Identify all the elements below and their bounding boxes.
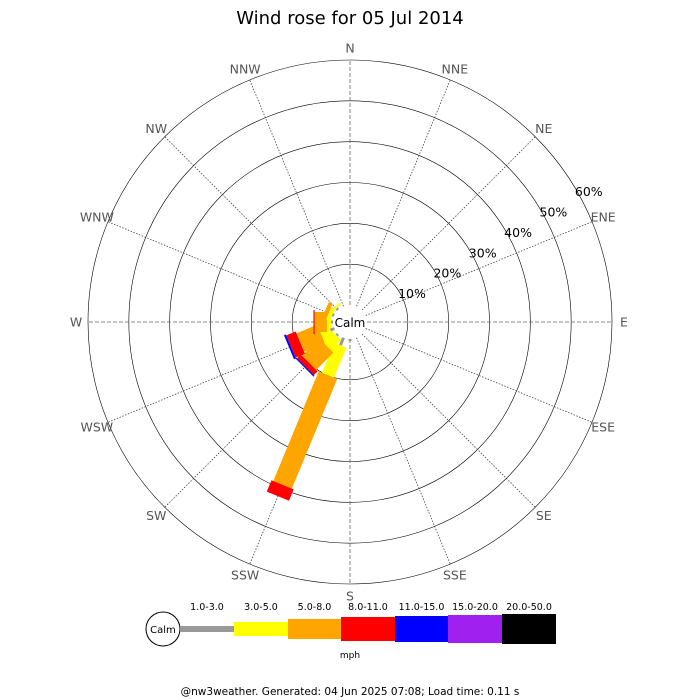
wind-bar-segment <box>313 310 315 334</box>
wind-bar-segment <box>266 480 294 501</box>
direction-label: WSW <box>81 419 114 434</box>
direction-label: W <box>70 315 82 330</box>
wind-bar-segment <box>331 320 333 324</box>
legend-swatch <box>234 622 288 636</box>
wind-bar-segment <box>295 357 315 377</box>
calm-circle <box>333 305 367 339</box>
calm-label: Calm <box>335 316 366 330</box>
radial-tick-label: 60% <box>575 184 603 199</box>
chart-title: Wind rose for 05 Jul 2014 <box>236 8 464 29</box>
direction-label: NW <box>145 121 167 136</box>
grid-circle <box>291 263 409 381</box>
axis-labels: N NNE NE ENE E ESE SE SSE S SSW SW WSW W WNW NW NNW 10% 2… <box>70 41 628 604</box>
calm-center: Calm <box>333 305 367 339</box>
direction-label: SW <box>146 508 166 523</box>
wind-bar-segment <box>335 333 339 337</box>
spoke-line <box>249 79 344 307</box>
direction-label: SE <box>536 508 552 523</box>
direction-label: WNW <box>80 210 114 225</box>
wind-bar-segment <box>321 330 342 351</box>
legend-bin-label: 11.0-15.0 <box>399 602 445 613</box>
direction-label: SSW <box>231 568 259 583</box>
wind-bar-segment <box>330 302 342 314</box>
legend-swatch <box>341 617 395 641</box>
legend-swatch <box>448 615 502 643</box>
spoke-line <box>107 328 335 423</box>
direction-label: S <box>346 589 354 604</box>
radial-grid <box>87 59 613 585</box>
spoke-line <box>365 221 593 316</box>
radial-tick-label: 40% <box>504 225 532 240</box>
wind-bar-segment <box>284 334 296 360</box>
legend-swatch <box>180 626 234 632</box>
wind-bar-segment <box>348 339 352 341</box>
legend-bin-label: 1.0-3.0 <box>190 602 224 613</box>
radial-tick-label: 50% <box>540 204 568 219</box>
spoke-line <box>361 333 536 508</box>
radial-tick-label: 10% <box>398 286 426 301</box>
legend-units-label: mph <box>340 651 360 661</box>
wind-bars <box>266 302 352 501</box>
legend-bin-label: 20.0-50.0 <box>506 602 552 613</box>
spoke-line <box>164 136 339 311</box>
spoke-line <box>356 337 451 565</box>
direction-label: NNW <box>230 61 261 76</box>
spoke-line <box>361 136 536 311</box>
grid-circle <box>87 59 613 585</box>
wind-bar-segment <box>331 313 335 317</box>
direction-label: ESE <box>591 419 615 434</box>
wind-bar-segment <box>286 331 305 358</box>
direction-label: NE <box>535 121 552 136</box>
legend-swatch <box>288 619 341 639</box>
legend-bin-label: 15.0-20.0 <box>452 602 498 613</box>
footer-text: @nw3weather. Generated: 04 Jun 2025 07:0… <box>181 686 520 698</box>
legend-bin-label: 3.0-5.0 <box>244 602 278 613</box>
radial-tick-label: 30% <box>469 245 497 260</box>
direction-label: NNE <box>442 61 469 76</box>
wind-bar-segment <box>339 337 345 346</box>
legend-calm-label: Calm <box>150 625 176 636</box>
legend-bin-label: 5.0-8.0 <box>298 602 332 613</box>
spoke-line <box>249 337 344 565</box>
legend-swatch <box>502 614 556 644</box>
wind-bar-segment <box>329 327 335 332</box>
spoke-line <box>164 333 339 508</box>
speed-legend: Calm mph 1.0-3.0 3.0-5.0 5.0-8.0 8.0-11.0 11… <box>145 602 556 661</box>
spoke-line <box>107 221 335 316</box>
wind-bar-segment <box>321 342 347 378</box>
legend-bin-label: 8.0-11.0 <box>348 602 388 613</box>
wind-bar-segment <box>321 302 333 323</box>
radial-tick-label: 20% <box>433 266 461 281</box>
spoke-line <box>356 79 451 307</box>
spoke-line <box>365 328 593 423</box>
direction-label: SSE <box>443 568 467 583</box>
direction-label: N <box>345 41 354 56</box>
legend-swatch <box>395 616 448 642</box>
wind-bar-segment <box>273 371 338 489</box>
direction-label: E <box>620 315 628 330</box>
wind-bar-segment <box>296 354 318 376</box>
wind-bar-segment <box>302 338 334 370</box>
wind-bar-segment <box>335 307 339 311</box>
direction-label: ENE <box>591 210 616 225</box>
